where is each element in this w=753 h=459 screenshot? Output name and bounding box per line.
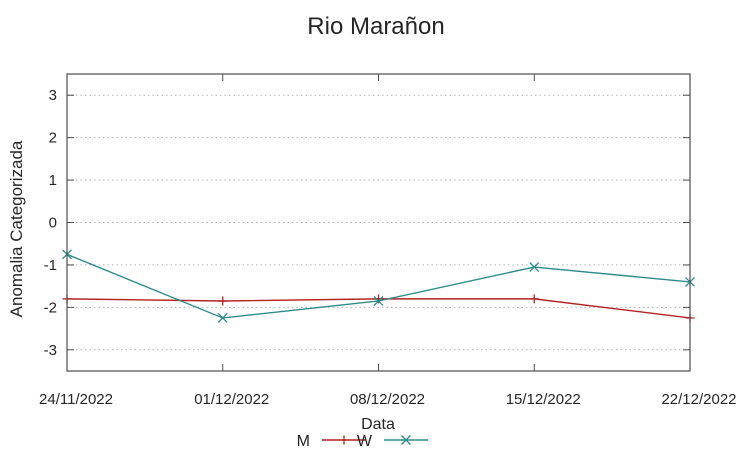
x-tick-label: 08/12/2022 <box>350 391 425 408</box>
plot-series <box>62 249 695 323</box>
axis-ticks <box>66 74 691 371</box>
chart-title: Rio Marañon <box>307 13 444 40</box>
legend-label-W: W <box>357 433 373 450</box>
legend-marker-W <box>401 435 411 445</box>
legend-marker-M <box>339 435 349 445</box>
y-axis-label: Anomalia Categorizada <box>7 140 26 317</box>
x-axis-label: Data <box>361 416 395 433</box>
series-line-W <box>66 253 691 319</box>
y-tick-label: -2 <box>44 299 57 316</box>
series-marker-W <box>217 313 228 323</box>
gridlines <box>67 94 690 351</box>
series-marker-M <box>529 294 539 304</box>
series-marker-W <box>529 262 540 273</box>
series-marker-M <box>218 296 228 306</box>
x-tick-label: 24/11/2022 <box>39 391 113 408</box>
x-tick-label: 01/12/2022 <box>194 391 269 408</box>
x-tick-label: 22/12/2022 <box>661 391 736 408</box>
y-tick-label: -1 <box>44 257 57 274</box>
y-tick-label: 2 <box>49 130 57 147</box>
x-tick-label: 15/12/2022 <box>506 391 581 408</box>
y-tick-label: 3 <box>49 87 57 104</box>
y-tick-label: 1 <box>49 172 57 189</box>
y-tick-label: -3 <box>44 342 57 359</box>
y-tick-label: 0 <box>49 215 57 232</box>
tick-labels: -3 -2 -1 0 1 2 3 24/11/2022 01/12/2022 08/12/2022… <box>39 87 737 408</box>
legend-label-M: M <box>297 433 310 450</box>
series-marker-W <box>373 296 384 306</box>
